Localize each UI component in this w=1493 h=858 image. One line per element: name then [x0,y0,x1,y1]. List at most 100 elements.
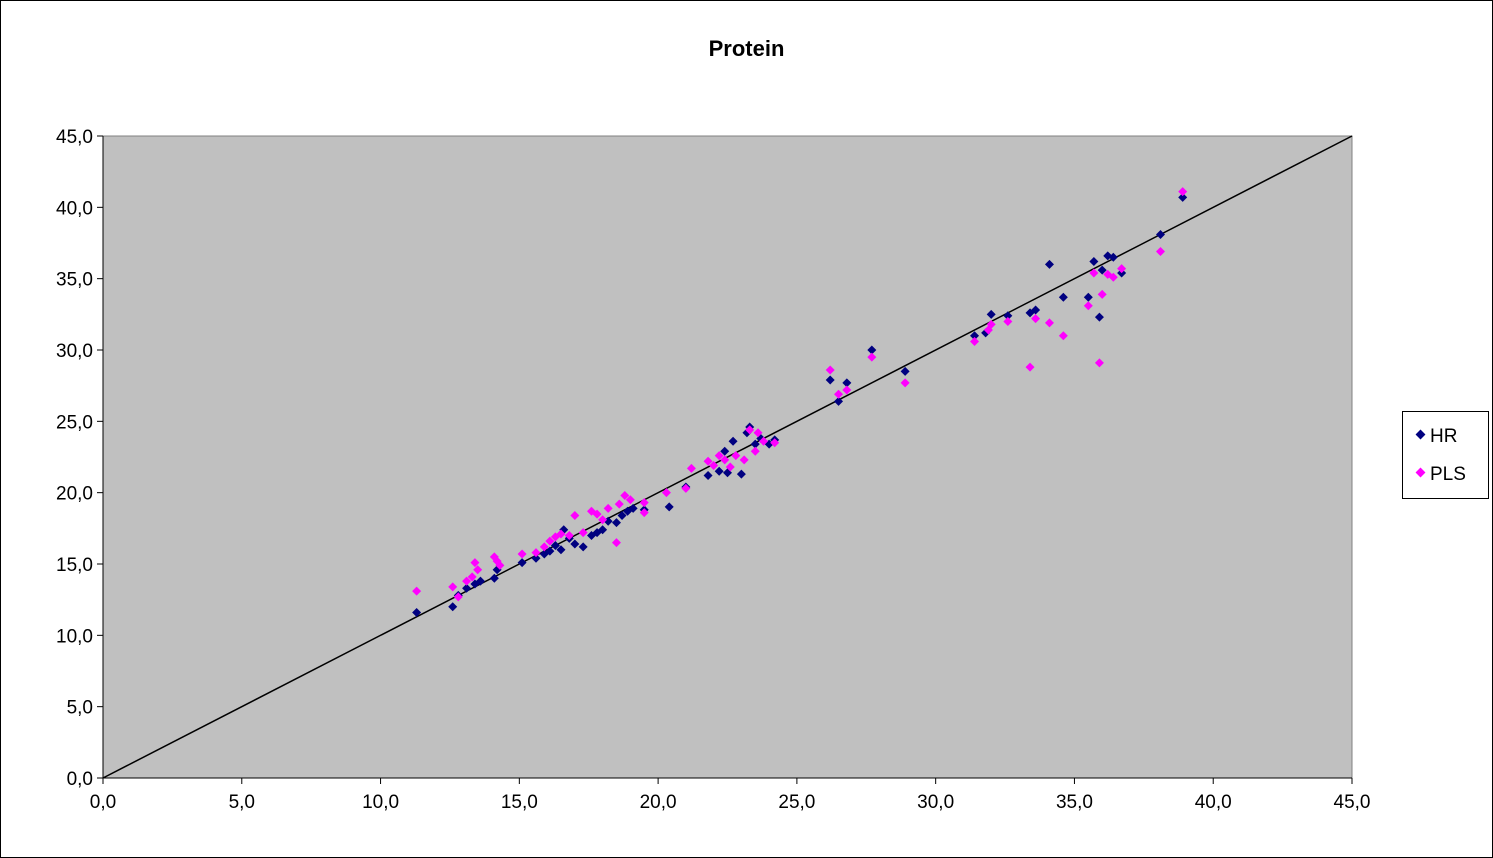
point-pls [1025,362,1035,372]
point-hr [842,378,852,388]
point-hr [1003,311,1013,321]
point-hr [728,436,738,446]
point-pls [564,530,574,540]
point-pls [545,536,555,546]
point-pls [686,463,696,473]
point-hr [900,366,910,376]
y-tick-label: 45,0 [56,127,93,148]
x-tick-label: 30,0 [917,792,954,813]
y-tick-label: 10,0 [56,626,93,647]
y-tick-label: 20,0 [56,484,93,505]
legend-item-hr: HR [1415,426,1457,448]
point-hr [598,525,608,535]
point-pls [611,538,621,548]
point-pls [1117,264,1127,274]
point-pls [709,461,719,471]
point-pls [842,385,852,395]
reference-line [102,135,1353,779]
point-hr [834,396,844,406]
legend: HR PLS [1402,411,1489,499]
point-pls [970,336,980,346]
point-hr [1044,259,1054,269]
point-hr [714,466,724,476]
point-pls [750,446,760,456]
point-pls [614,499,624,509]
point-pls [620,491,630,501]
point-pls [753,428,763,438]
point-hr [1058,292,1068,302]
point-pls [603,503,613,513]
point-hr [736,469,746,479]
data-points [412,187,1188,618]
point-hr [462,583,472,593]
point-pls [731,451,741,461]
point-pls [725,462,735,472]
chart-title: Protein [708,36,785,61]
legend-label-pls: PLS [1430,464,1466,485]
point-pls [739,455,749,465]
point-hr [1031,305,1041,315]
point-hr [1089,257,1099,267]
point-hr [531,553,541,563]
point-pls [759,436,769,446]
point-hr [545,546,555,556]
point-pls [570,510,580,520]
x-tick-label: 15,0 [501,792,538,813]
point-hr [489,573,499,583]
point-pls [1094,358,1104,368]
point-pls [598,515,608,525]
point-hr [578,542,588,552]
x-tick-label: 25,0 [778,792,815,813]
point-pls [681,483,691,493]
point-pls [412,586,422,596]
x-tick-label: 5,0 [229,792,255,813]
point-pls [720,455,730,465]
point-hr [1094,312,1104,322]
point-pls [1155,247,1165,257]
point-pls [834,389,844,399]
point-hr [570,539,580,549]
y-tick-label: 35,0 [56,270,93,291]
point-pls [453,592,463,602]
x-tick-label: 40,0 [1195,792,1232,813]
point-hr [750,439,760,449]
point-pls [867,352,877,362]
point-hr [611,518,621,528]
point-hr [1108,252,1118,262]
point-pls [462,576,472,586]
point-pls [770,438,780,448]
point-hr [412,608,422,618]
point-pls [470,558,480,568]
point-pls [592,509,602,519]
point-pls [900,378,910,388]
x-tick-label: 45,0 [1334,792,1371,813]
point-pls [495,560,505,570]
y-tick-label: 30,0 [56,341,93,362]
point-hr [1155,229,1165,239]
point-hr [703,471,713,481]
point-pls [517,549,527,559]
point-pls [639,508,649,518]
point-pls [1178,187,1188,197]
y-tick-label: 40,0 [56,198,93,219]
point-hr [550,540,560,550]
point-pls [531,548,541,558]
reference-line-group [102,135,1353,779]
point-hr [475,576,485,586]
point-pls [1003,316,1013,326]
legend-marker-hr [1415,430,1426,440]
point-hr [517,558,527,568]
point-pls [1083,301,1093,311]
point-hr [867,345,877,355]
point-hr [970,331,980,341]
y-tick-label: 5,0 [67,698,93,719]
y-tick-label: 15,0 [56,555,93,576]
point-pls [578,528,588,538]
point-pls [448,582,458,592]
point-pls [986,319,996,329]
point-hr [664,502,674,512]
point-pls [556,529,566,539]
point-pls [1089,268,1099,278]
point-pls [825,365,835,375]
point-pls [467,572,477,582]
